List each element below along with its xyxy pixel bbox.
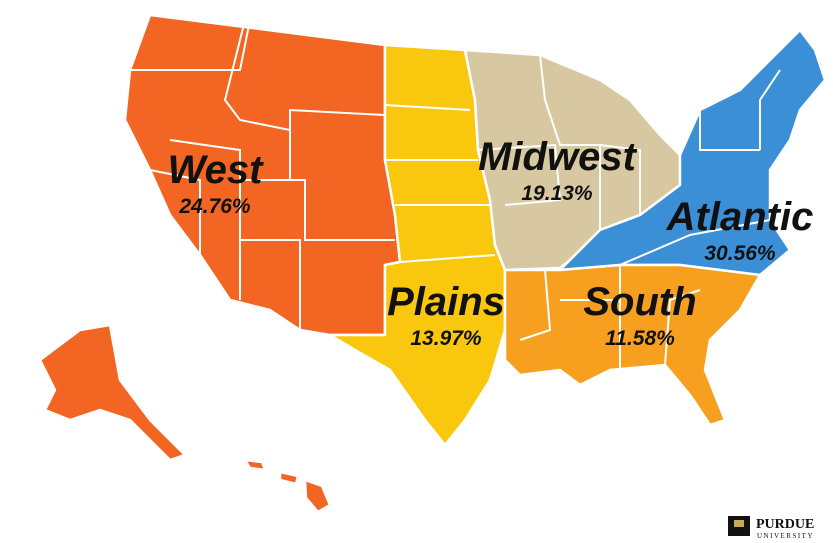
region-name: West [168,148,265,192]
region-shape [123,13,402,337]
state-border [539,54,601,230]
regions [38,13,827,514]
state-border [759,69,781,150]
state-border [619,219,771,266]
region-share: 30.56% [704,242,776,265]
state-border [240,179,395,241]
state-border [130,19,251,71]
region-share: 11.58% [605,327,675,350]
state-border [477,143,562,206]
region-shape [38,323,187,462]
state-border [664,289,701,366]
purdue-logo: PURDUE UNIVERSITY [728,516,814,540]
region-share: 24.76% [178,195,251,218]
region-name: Midwest [478,135,637,179]
state-border [169,139,241,300]
region-shape [243,458,332,514]
state-border [519,269,552,341]
state-border [399,254,496,263]
region-name: South [583,280,696,324]
state-border [384,104,471,111]
region-name: Plains [387,280,505,324]
region-name: Atlantic [666,195,814,239]
state-border [149,169,201,255]
state-border [599,144,641,215]
state-border [240,239,301,330]
region-labels: West 24.76% Plains 13.97% Midwest 19.13% Atlan… [168,135,814,350]
logo-subtitle: UNIVERSITY [757,532,814,540]
state-border [223,19,386,132]
logo-name: PURDUE [756,517,814,532]
region-share: 19.13% [521,182,593,205]
state-border [699,110,760,151]
region-shape [503,263,762,427]
region-share: 13.97% [410,327,482,350]
state-borders [130,19,781,370]
logo-mark [734,520,744,527]
